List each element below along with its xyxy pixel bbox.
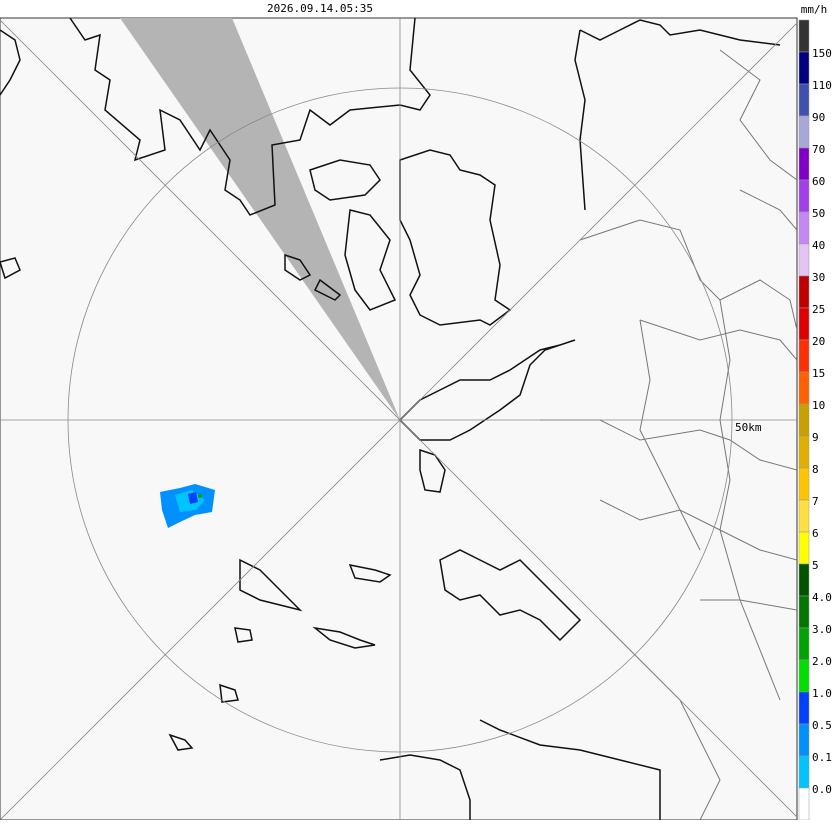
legend-swatch: [798, 723, 810, 757]
legend-swatch: [798, 147, 810, 181]
legend-label: 4.0: [812, 591, 832, 604]
legend-swatch: [798, 19, 810, 53]
legend-swatch: [798, 307, 810, 341]
color-legend: 150 110 90 70 60 50 40 30 25 20 15 10 9 8 7 6 5 4.0 3.0 2.0…: [798, 19, 832, 821]
legend-label: 5: [812, 559, 819, 572]
legend-label: 0.0: [812, 783, 832, 796]
legend-swatch: [798, 371, 810, 405]
legend-label: 2.0: [812, 655, 832, 668]
range-guides: [0, 18, 797, 820]
legend-label: 10: [812, 399, 825, 412]
legend-swatch: [798, 275, 810, 309]
legend-swatch: [798, 243, 810, 277]
legend-label: 0.5: [812, 719, 832, 732]
legend-swatch: [798, 595, 810, 629]
legend-swatch: [798, 691, 810, 725]
legend-swatch: [798, 787, 810, 821]
legend-label: 90: [812, 111, 825, 124]
legend-label: 60: [812, 175, 825, 188]
legend-swatch: [798, 435, 810, 469]
legend-swatch: [798, 467, 810, 501]
coastlines: [0, 18, 781, 820]
legend-label: 70: [812, 143, 825, 156]
legend-label: 30: [812, 271, 825, 284]
legend-label: 0.1: [812, 751, 832, 764]
legend-label: 8: [812, 463, 819, 476]
legend-swatch: [798, 403, 810, 437]
legend-label: 6: [812, 527, 819, 540]
map: 50km: [0, 17, 798, 821]
legend-swatch: [798, 83, 810, 117]
timestamp: 2026.09.14.05:35: [267, 2, 373, 15]
legend-swatch: [798, 627, 810, 661]
legend-label: 110: [812, 79, 832, 92]
legend-label: 1.0: [812, 687, 832, 700]
legend-label: 9: [812, 431, 819, 444]
blocked-sector: [120, 18, 400, 420]
legend-label: 50: [812, 207, 825, 220]
legend-label: 40: [812, 239, 825, 252]
legend-swatch: [798, 339, 810, 373]
legend-label: 7: [812, 495, 819, 508]
range-label: 50km: [735, 421, 762, 434]
legend-swatch: [798, 51, 810, 85]
legend-swatch: [798, 563, 810, 597]
legend-swatch: [798, 179, 810, 213]
legend-label: 150: [812, 47, 832, 60]
legend-swatch: [798, 755, 810, 789]
legend-swatch: [798, 499, 810, 533]
legend-swatch: [798, 211, 810, 245]
legend-swatch: [798, 659, 810, 693]
legend-swatch: [798, 115, 810, 149]
legend-label: 25: [812, 303, 825, 316]
legend-label: 20: [812, 335, 825, 348]
legend-label: 15: [812, 367, 825, 380]
legend-swatch: [798, 531, 810, 565]
rain-echo: [160, 484, 215, 528]
unit-label: mm/h: [801, 3, 828, 16]
legend-label: 3.0: [812, 623, 832, 636]
